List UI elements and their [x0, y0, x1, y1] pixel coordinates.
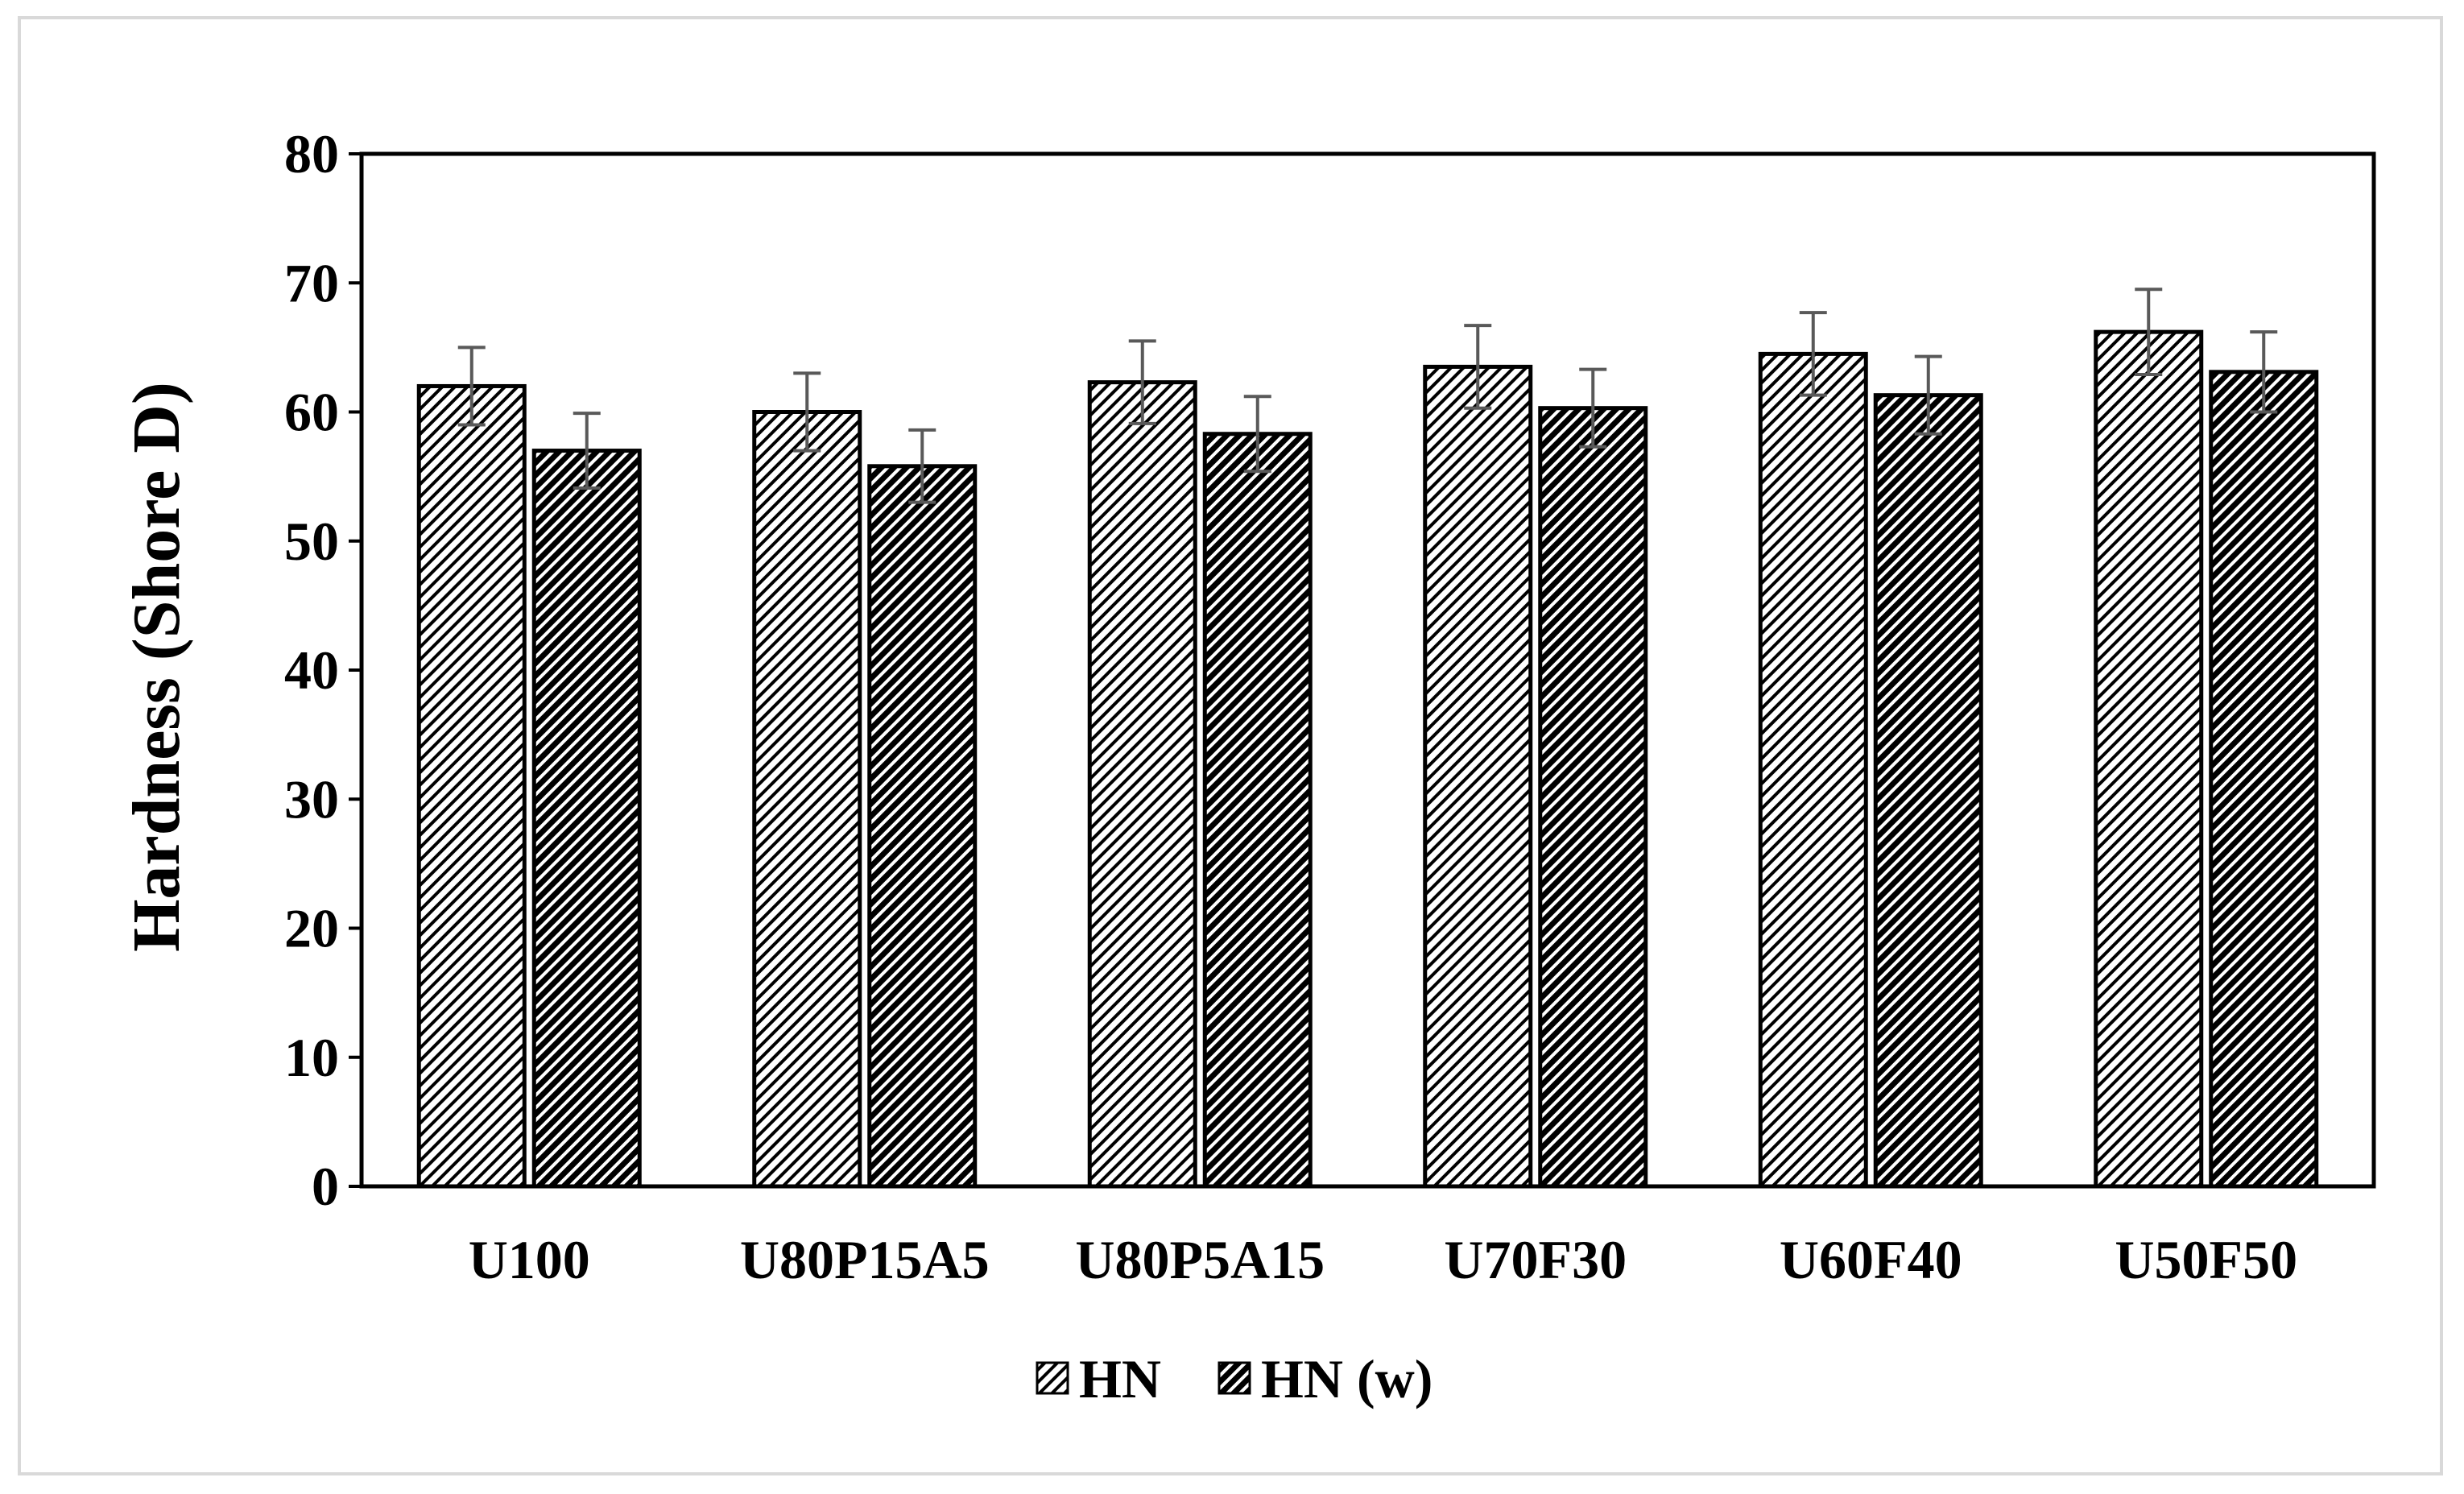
legend-label-hn-w: HN (w)	[1261, 1348, 1433, 1409]
bar-hn-w	[1873, 393, 1983, 1189]
y-tick-label: 50	[284, 511, 339, 572]
bar-hn	[1423, 364, 1533, 1189]
bar-hn-w	[867, 464, 978, 1189]
y-tick-label: 40	[284, 639, 339, 701]
x-category-label: U100	[469, 1229, 590, 1290]
bar-hn-w	[2209, 370, 2319, 1189]
x-category-label: U80P15A5	[740, 1229, 990, 1290]
y-tick-label: 30	[284, 768, 339, 830]
bar-hn-w	[1538, 406, 1648, 1189]
legend-swatch-hn	[1036, 1361, 1069, 1395]
y-tick-label: 10	[284, 1027, 339, 1088]
legend-swatch-hn-w	[1218, 1361, 1251, 1395]
plot-area-border	[359, 151, 2376, 1189]
y-tick-label: 70	[284, 252, 339, 313]
bar-hn	[416, 383, 527, 1189]
bar-hn	[752, 410, 862, 1189]
legend: HN HN (w)	[1036, 1348, 1433, 1409]
x-axis-labels: U100 U80P15A5 U80P5A15 U70F30 U60F40 U50F50	[469, 1229, 2297, 1290]
y-axis-ticks: 0 10 20 30 40 50 60 70 80	[284, 123, 362, 1217]
error-bars-layer	[457, 288, 2278, 504]
bar-hn	[2094, 329, 2204, 1189]
y-tick-label: 60	[284, 382, 339, 443]
y-tick-label: 20	[284, 898, 339, 959]
y-tick-label: 0	[312, 1156, 339, 1217]
bar-hn	[1758, 351, 1868, 1189]
bars-layer	[416, 329, 2319, 1189]
x-category-label: U60F40	[1780, 1229, 1962, 1290]
bar-hn-w	[531, 449, 642, 1189]
bar-hn	[1087, 380, 1197, 1189]
x-category-label: U80P5A15	[1075, 1229, 1325, 1290]
bar-hn-w	[1202, 432, 1313, 1189]
x-category-label: U70F30	[1444, 1229, 1627, 1290]
x-category-label: U50F50	[2115, 1229, 2297, 1290]
y-axis-title: Hardness (Shore D)	[119, 382, 194, 952]
y-tick-label: 80	[284, 123, 339, 184]
legend-label-hn: HN	[1079, 1348, 1161, 1409]
